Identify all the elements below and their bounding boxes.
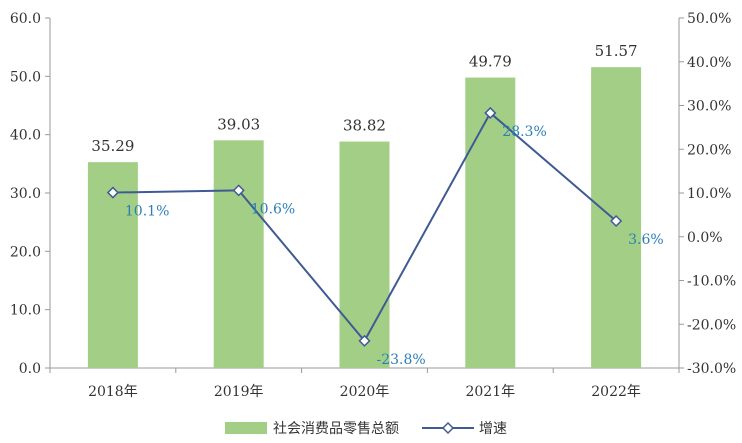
x-axis-category-label: 2022年 — [591, 384, 641, 400]
left-axis-tick-label: 50.0 — [10, 69, 41, 85]
right-axis-tick-label: 10.0% — [687, 186, 731, 202]
growth-value-label: 10.6% — [251, 201, 295, 217]
bar — [213, 140, 264, 368]
left-axis-tick-label: 20.0 — [10, 244, 41, 260]
x-axis-category-label: 2021年 — [465, 384, 515, 400]
left-axis-tick-label: 10.0 — [10, 303, 41, 319]
left-axis-tick-label: 60.0 — [10, 11, 41, 27]
bar-value-label: 49.79 — [469, 53, 512, 71]
bar-value-label: 35.29 — [91, 137, 134, 155]
right-axis-tick-label: -30.0% — [687, 361, 736, 377]
left-axis-tick-label: 30.0 — [10, 186, 41, 202]
right-axis-tick-label: -20.0% — [687, 317, 736, 333]
right-axis-tick-label: 50.0% — [687, 11, 731, 27]
x-axis-category-label: 2020年 — [340, 384, 390, 400]
right-axis-tick-label: 40.0% — [687, 55, 731, 71]
bar-value-label: 51.57 — [595, 42, 638, 60]
left-axis-tick-label: 0.0 — [19, 361, 41, 377]
legend-bar-swatch — [225, 422, 267, 434]
x-axis-category-label: 2018年 — [88, 384, 138, 400]
growth-point — [358, 334, 371, 347]
legend-line-label: 增速 — [479, 421, 507, 437]
x-axis-category-label: 2019年 — [214, 384, 264, 400]
legend-line-marker — [441, 421, 455, 435]
growth-value-label: 28.3% — [502, 124, 546, 140]
left-axis-tick-label: 40.0 — [10, 128, 41, 144]
growth-point — [484, 106, 497, 119]
growth-point — [106, 186, 119, 199]
growth-value-label: 3.6% — [628, 232, 664, 248]
right-axis-tick-label: 0.0% — [687, 230, 723, 246]
right-axis-tick-label: 30.0% — [687, 99, 731, 115]
bar-value-label: 38.82 — [343, 117, 386, 135]
growth-point — [610, 214, 623, 228]
right-axis-tick-label: -10.0% — [687, 274, 736, 290]
legend-bar-label: 社会消费品零售总额 — [273, 421, 399, 437]
bar-value-label: 39.03 — [217, 115, 260, 133]
growth-value-label: 10.1% — [125, 204, 169, 220]
bar — [465, 77, 516, 368]
growth-value-label: -23.8% — [377, 352, 426, 368]
growth-point — [232, 184, 245, 197]
right-axis-tick-label: 20.0% — [687, 142, 731, 158]
bar — [339, 141, 390, 368]
